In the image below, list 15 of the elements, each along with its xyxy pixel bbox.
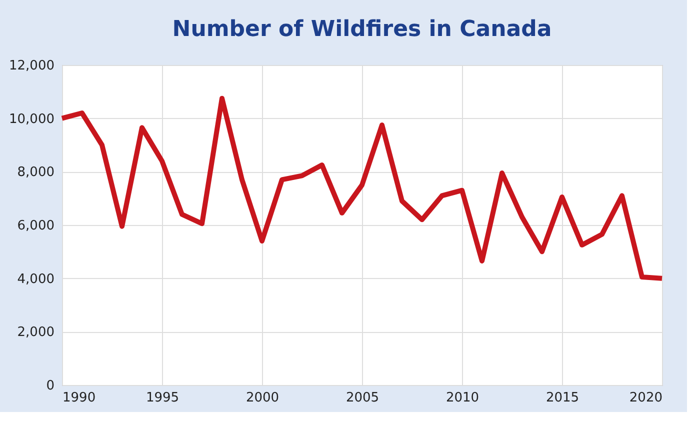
- y-tick-label: 0: [46, 378, 54, 394]
- x-tick-label: 2010: [446, 390, 480, 406]
- x-tick-label: 1995: [146, 390, 180, 406]
- y-tick-label: 10,000: [9, 112, 54, 127]
- x-tick-label: 2020: [629, 390, 662, 406]
- y-tick-label: 8,000: [17, 165, 54, 180]
- x-tick-label: 1990: [62, 390, 96, 406]
- chart-title: Number of Wildfires in Canada: [172, 17, 552, 42]
- y-tick-label: 12,000: [9, 58, 54, 74]
- y-tick-label: 4,000: [17, 272, 54, 287]
- x-tick-label: 2005: [346, 390, 380, 406]
- x-tick-label: 2000: [246, 390, 280, 406]
- y-tick-label: 6,000: [17, 218, 54, 234]
- x-tick-label: 2015: [546, 390, 580, 406]
- y-tick-label: 2,000: [17, 325, 54, 340]
